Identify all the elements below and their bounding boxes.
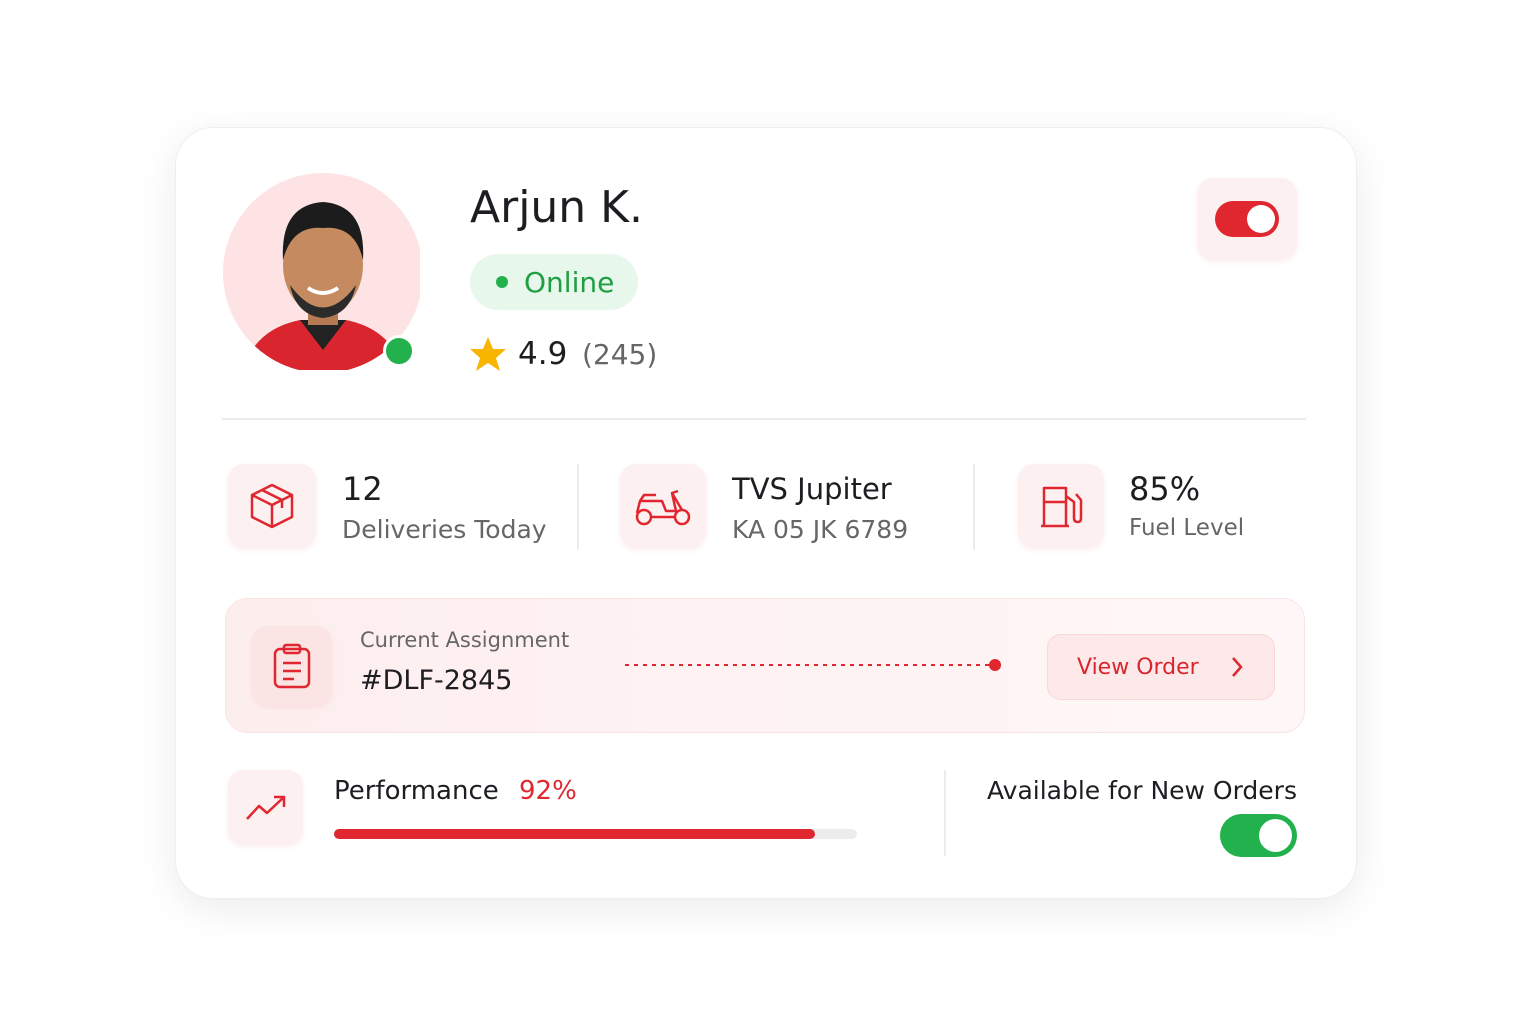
scooter-icon bbox=[620, 464, 706, 548]
fuel-icon bbox=[1018, 464, 1104, 548]
stat-value: 85% bbox=[1129, 470, 1201, 508]
divider bbox=[222, 418, 1306, 420]
progress-fill bbox=[334, 829, 816, 839]
star-icon bbox=[470, 337, 506, 371]
stat-divider bbox=[577, 464, 579, 550]
stat-label: Fuel Level bbox=[1129, 515, 1245, 541]
stat-value: TVS Jupiter bbox=[732, 472, 892, 506]
driver-name: Arjun K. bbox=[470, 182, 644, 233]
status-dot bbox=[496, 276, 508, 288]
button-text: View Order bbox=[1077, 654, 1199, 680]
performance-value: 92% bbox=[519, 776, 577, 806]
progress-track bbox=[334, 829, 857, 839]
rating: 4.9 bbox=[518, 336, 568, 372]
assignment-label: Current Assignment bbox=[360, 628, 570, 652]
status-text: Online bbox=[524, 265, 615, 299]
avatar bbox=[223, 173, 420, 370]
stat-label: Deliveries Today bbox=[342, 515, 547, 544]
availability-label: Available for New Orders bbox=[987, 776, 1297, 805]
trend-icon bbox=[228, 770, 303, 845]
divider bbox=[944, 770, 946, 856]
view-order-button[interactable]: View Order bbox=[1047, 634, 1275, 700]
stat-value: 12 bbox=[342, 470, 383, 508]
rating-count: (245) bbox=[582, 338, 658, 371]
availability-toggle[interactable] bbox=[1220, 814, 1297, 857]
toggle-box bbox=[1197, 178, 1297, 260]
performance-label: Performance bbox=[334, 776, 499, 806]
stat-label: KA 05 JK 6789 bbox=[732, 515, 909, 544]
chevron bbox=[1231, 657, 1243, 677]
clipboard-icon bbox=[252, 626, 332, 706]
online-dot bbox=[383, 335, 415, 367]
box-icon bbox=[228, 464, 316, 548]
stat-divider bbox=[973, 464, 975, 550]
online-toggle[interactable] bbox=[1215, 201, 1279, 237]
route-line bbox=[625, 659, 1001, 671]
status-pill: Online bbox=[470, 254, 638, 310]
assignment-id: #DLF-2845 bbox=[360, 665, 513, 696]
